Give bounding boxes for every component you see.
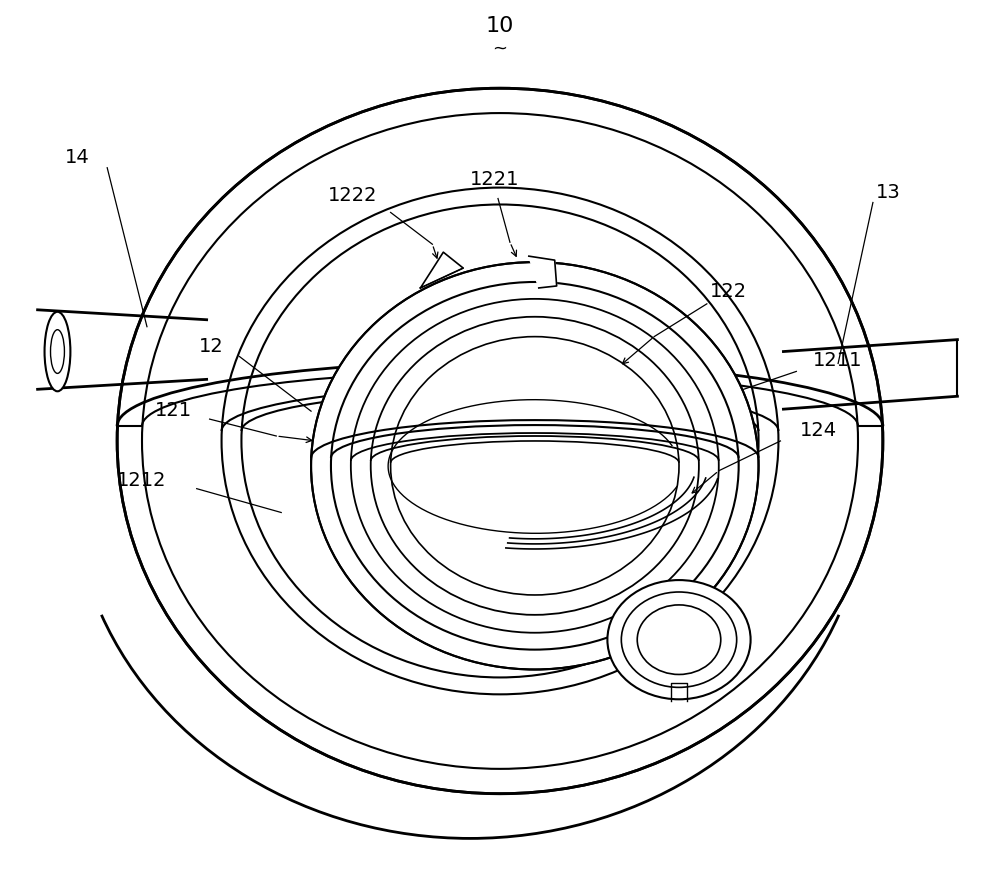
Polygon shape: [529, 256, 557, 288]
Text: 121: 121: [155, 402, 192, 420]
Text: 1221: 1221: [470, 170, 520, 189]
Text: 1212: 1212: [117, 470, 167, 490]
Polygon shape: [420, 253, 463, 288]
Text: ~: ~: [493, 39, 508, 57]
Text: 12: 12: [199, 336, 224, 355]
Ellipse shape: [607, 580, 751, 699]
Text: 1222: 1222: [328, 186, 378, 205]
Text: 14: 14: [65, 148, 90, 166]
Text: 124: 124: [800, 421, 837, 440]
Ellipse shape: [117, 88, 883, 793]
Text: 13: 13: [875, 183, 900, 201]
Ellipse shape: [45, 312, 70, 391]
Ellipse shape: [391, 336, 679, 595]
Text: 1211: 1211: [813, 351, 863, 370]
Ellipse shape: [311, 262, 759, 670]
Text: 122: 122: [710, 282, 747, 300]
Text: 10: 10: [486, 16, 514, 36]
